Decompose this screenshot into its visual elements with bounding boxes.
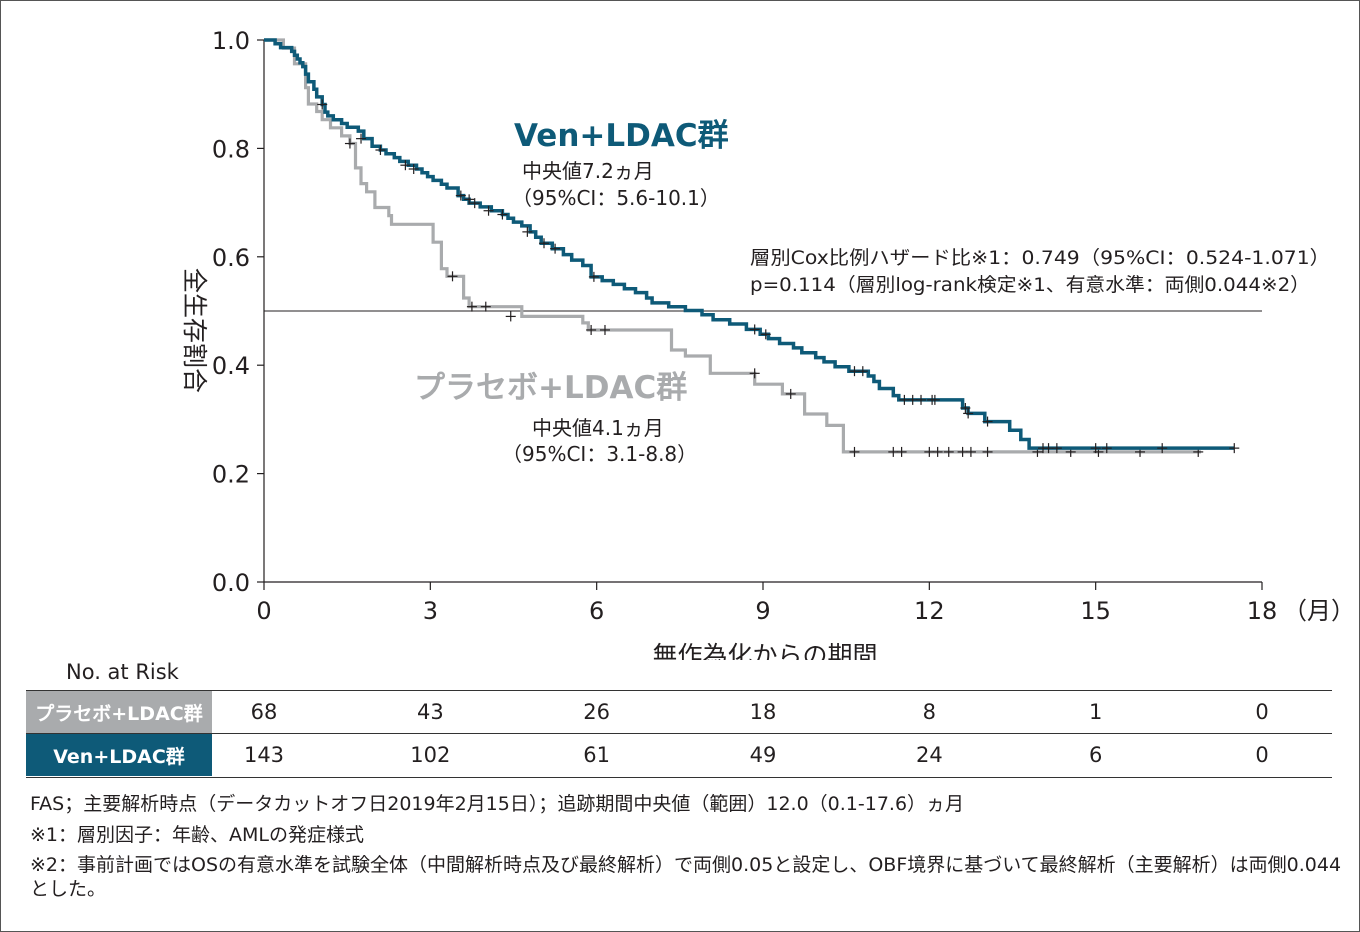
- censor-mark: [749, 324, 760, 335]
- hazard-ratio-annotation: 層別Cox比例ハザード比※1：0.749（95%CI：0.524-1.071）: [750, 247, 1330, 269]
- y-tick-label: 0.4: [212, 352, 250, 380]
- ci-label-placebo: （95%CI：3.1-8.8）: [502, 442, 697, 466]
- y-tick-label: 0.2: [212, 461, 250, 489]
- censor-mark: [522, 226, 533, 237]
- x-axis: 0 3 6 9 12 15 18: [256, 581, 1278, 625]
- y-tick-label: 0.6: [212, 244, 250, 272]
- risk-cell: 18: [749, 700, 777, 724]
- risk-cell: 0: [1255, 700, 1269, 724]
- footnote-1: ※1：層別因子：年齢、AMLの発症様式: [30, 824, 364, 846]
- series-layer: [264, 38, 1240, 457]
- censor-mark: [599, 324, 610, 335]
- ci-label-ven: （95%CI：5.6-10.1）: [512, 186, 720, 210]
- risk-cell: 102: [410, 743, 451, 767]
- x-tick-label: 18: [1247, 597, 1278, 625]
- censor-mark: [932, 446, 943, 457]
- censor-mark: [480, 301, 491, 312]
- x-axis-unit: （月）: [1283, 597, 1355, 625]
- censor-mark: [408, 163, 419, 174]
- x-tick-label: 15: [1080, 597, 1111, 625]
- censor-mark: [586, 324, 597, 335]
- placebo-survival-curve: [264, 38, 1201, 454]
- risk-row-placebo: プラセボ+LDAC群 68 43 26 18 8 1 0: [26, 691, 1332, 734]
- risk-row-ven: Ven+LDAC群 143 102 61 49 24 6 0: [26, 734, 1332, 776]
- risk-table-title: No. at Risk: [66, 660, 179, 684]
- censor-mark: [464, 194, 475, 205]
- risk-row-label: プラセボ+LDAC群: [26, 691, 212, 733]
- x-tick-label: 3: [423, 597, 438, 625]
- censor-mark: [785, 388, 796, 399]
- y-tick-label: 0.0: [212, 569, 250, 597]
- censor-mark: [356, 133, 367, 144]
- censor-mark: [960, 403, 971, 414]
- censor-mark: [588, 271, 599, 282]
- p-value-annotation: p=0.114（層別log-rank検定※1、有意水準：両側0.044※2）: [750, 274, 1310, 296]
- censor-mark: [447, 271, 458, 282]
- censor-mark: [982, 416, 993, 427]
- median-label-ven: 中央値7.2ヵ月: [522, 159, 654, 183]
- ven-survival-curve: [264, 38, 1235, 450]
- y-axis-label: 全生存割合: [180, 268, 209, 393]
- censor-mark: [497, 209, 508, 220]
- x-tick-label: 9: [755, 597, 770, 625]
- series-label-placebo: プラセボ+LDAC群: [414, 370, 687, 406]
- risk-cell: 0: [1255, 743, 1269, 767]
- censor-mark: [857, 366, 868, 377]
- censor-mark: [455, 190, 466, 201]
- censor-mark: [1090, 443, 1101, 454]
- censor-mark: [375, 145, 386, 156]
- risk-cell: 43: [416, 700, 444, 724]
- censor-mark: [400, 160, 411, 171]
- risk-cell: 61: [583, 743, 611, 767]
- risk-cell: 1: [1088, 700, 1103, 724]
- series-label-ven: Ven+LDAC群: [514, 118, 729, 154]
- y-tick-label: 0.8: [212, 135, 250, 163]
- censor-mark: [965, 446, 976, 457]
- y-axis: 0.0 0.2 0.4 0.6 0.8 1.0: [212, 27, 265, 597]
- censor-mark: [344, 138, 355, 149]
- risk-row-label: Ven+LDAC群: [26, 734, 212, 776]
- censor-mark: [916, 394, 927, 405]
- censor-mark: [1157, 443, 1168, 454]
- number-at-risk-table: プラセボ+LDAC群 68 43 26 18 8 1 0 Ven+LDAC群 1…: [26, 690, 1332, 778]
- x-axis-label: 無作為化からの期間: [652, 641, 877, 660]
- risk-cell: 49: [749, 743, 777, 767]
- risk-cell: 143: [243, 743, 285, 767]
- risk-cell: 26: [583, 700, 611, 724]
- censor-mark: [505, 311, 516, 322]
- censor-mark: [538, 238, 549, 249]
- risk-cell: 6: [1088, 743, 1103, 767]
- censor-mark: [896, 446, 907, 457]
- censor-mark: [466, 301, 477, 312]
- censor-mark: [943, 446, 954, 457]
- censor-mark: [963, 408, 974, 419]
- x-tick-label: 12: [914, 597, 945, 625]
- censor-mark: [483, 205, 494, 216]
- censor-mark: [550, 243, 561, 254]
- censor-mark: [982, 446, 993, 457]
- risk-cell: 68: [250, 700, 278, 724]
- censor-mark: [749, 368, 760, 379]
- median-label-placebo: 中央値4.1ヵ月: [532, 416, 664, 440]
- risk-cell: 24: [915, 743, 943, 767]
- censor-mark: [760, 329, 771, 340]
- km-survival-chart: 0.0 0.2 0.4 0.6 0.8 1.0 0 3 6 9 12 15 18 全生存割合 無作為化…: [180, 27, 1355, 660]
- censor-mark: [317, 99, 328, 110]
- footnote-2: ※2：事前計画ではOSの有意水準を試験全体（中間解析時点及び最終解析）で両側0.…: [30, 854, 1342, 900]
- x-tick-label: 0: [256, 597, 271, 625]
- risk-cell: 8: [922, 700, 937, 724]
- y-tick-label: 1.0: [212, 27, 250, 55]
- censor-mark: [1051, 443, 1062, 454]
- censor-mark: [469, 198, 480, 209]
- censor-mark: [1101, 443, 1112, 454]
- x-tick-label: 6: [589, 597, 604, 625]
- censor-mark: [929, 394, 940, 405]
- footnote-fas: FAS；主要解析時点（データカットオフ日2019年2月15日）；追跡期間中央値（…: [30, 793, 965, 815]
- censor-mark: [849, 446, 860, 457]
- censor-mark: [1229, 443, 1240, 454]
